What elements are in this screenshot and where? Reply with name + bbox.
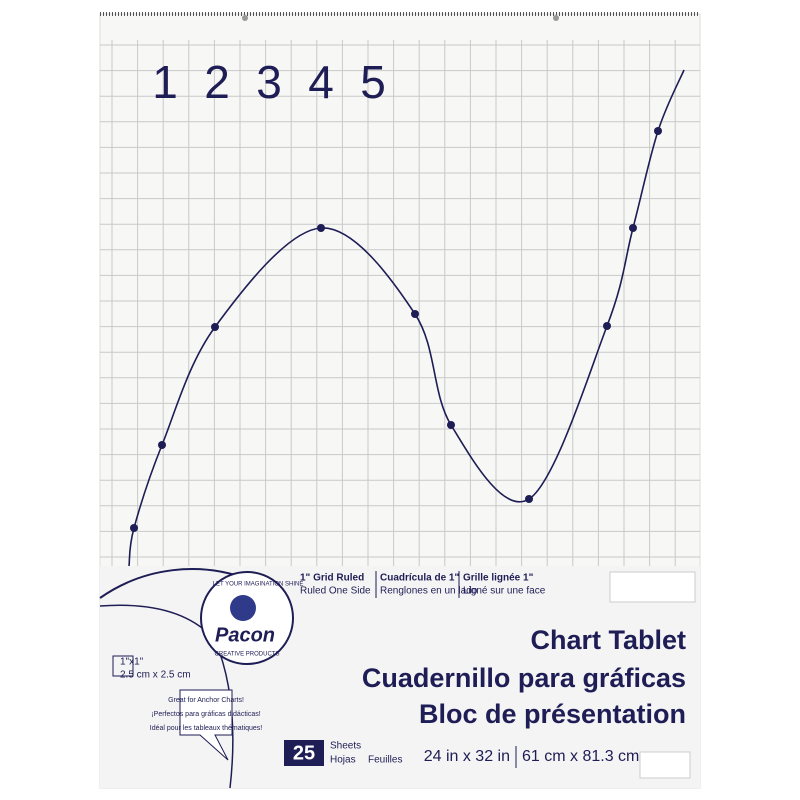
grid-square <box>112 655 134 677</box>
logo-sun <box>230 595 256 621</box>
title: Bloc de présentation <box>419 699 686 729</box>
callout-text: Great for Anchor Charts! <box>168 697 244 704</box>
dot <box>317 224 325 232</box>
feature-detail: Ligné sur une face <box>463 586 546 597</box>
title: Chart Tablet <box>530 625 686 655</box>
number: 3 <box>256 56 282 108</box>
dot <box>130 524 138 532</box>
feature-detail: Ruled One Side <box>300 586 371 597</box>
sheet-units: Hojas <box>330 755 356 766</box>
count-box <box>284 740 324 766</box>
grid <box>100 40 700 566</box>
dot <box>411 310 419 318</box>
callout-text: ¡Perfectos para gráficas didácticas! <box>151 711 260 718</box>
size-imperial: 24 in x 32 in <box>424 748 510 765</box>
dot <box>211 323 219 331</box>
number: 2 <box>204 56 230 108</box>
brand-name: Pacon <box>215 624 275 646</box>
number: 5 <box>360 56 386 108</box>
dot <box>654 127 662 135</box>
dot <box>525 495 533 503</box>
callout-bubble <box>179 689 233 761</box>
feature-title: Cuadrícula de 1" <box>380 573 459 584</box>
barcode <box>639 751 691 779</box>
number: 4 <box>308 56 334 108</box>
number: 1 <box>152 56 178 108</box>
grid-size-imperial: 1"x1" <box>120 657 144 668</box>
sheet-count: 25 <box>293 742 315 764</box>
hole <box>553 15 559 21</box>
brand-sub: CREATIVE PRODUCTS <box>215 652 280 658</box>
curve-dots <box>130 127 662 532</box>
feature-title: 1" Grid Ruled <box>300 573 364 584</box>
sheet-units: Sheets <box>330 741 361 752</box>
sheet-units: Feuilles <box>368 755 402 766</box>
callout-text: Idéal pour les tableaux thématiques! <box>150 725 263 732</box>
grid-size-metric: 2.5 cm x 2.5 cm <box>120 670 191 681</box>
brand-tagline: LET YOUR IMAGINATION SHINE <box>213 582 304 588</box>
size-metric: 61 cm x 81.3 cm <box>522 748 639 765</box>
dot <box>447 421 455 429</box>
dot <box>629 224 637 232</box>
dot <box>603 322 611 330</box>
feature-title: Grille lignée 1" <box>463 573 534 584</box>
title: Cuadernillo para gráficas <box>362 663 686 693</box>
feature-detail: Renglones en un lado <box>380 586 478 597</box>
label-box <box>609 571 696 603</box>
cover-band <box>100 566 700 788</box>
hole <box>242 15 248 21</box>
dot <box>158 441 166 449</box>
